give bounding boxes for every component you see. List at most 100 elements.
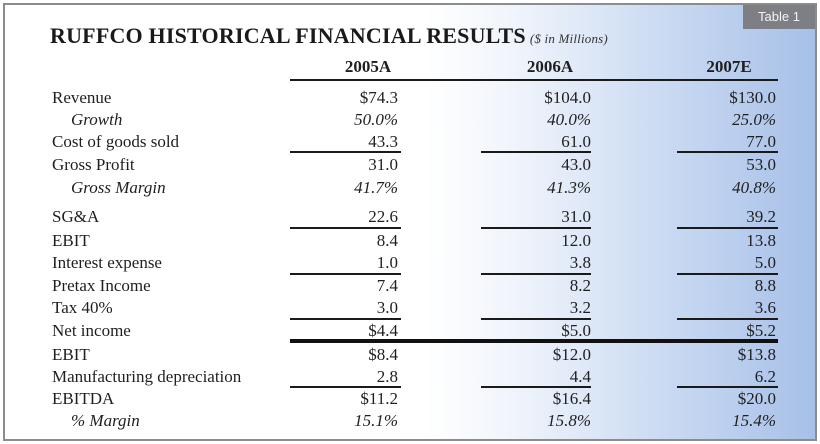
table-row: Gross Margin 41.7% 41.3% 40.8%: [5, 177, 815, 199]
cell-2007e: 3.6: [754, 298, 776, 317]
row-label: Gross Margin: [71, 178, 166, 197]
cell-2005a: $11.2: [360, 389, 398, 408]
subtotal-rule: [290, 227, 401, 229]
subtotal-rule: [481, 151, 591, 153]
table-row: Growth 50.0% 40.0% 25.0%: [5, 109, 815, 131]
table-row: Gross Profit 31.0 43.0 53.0: [5, 154, 815, 176]
cell-2005a: 3.0: [376, 298, 398, 317]
table-row: Pretax Income 7.4 8.2 8.8: [5, 275, 815, 297]
cell-2007e: $130.0: [729, 88, 776, 107]
row-label: SG&A: [52, 207, 100, 226]
cell-2005a: 2.8: [376, 367, 398, 386]
cell-2005a: 15.1%: [354, 411, 398, 430]
cell-2007e: 8.8: [754, 276, 776, 295]
subtotal-rule: [481, 318, 591, 320]
table-row: Manufacturing depreciation 2.8 4.4 6.2: [5, 366, 815, 388]
table-row: Revenue $74.3 $104.0 $130.0: [5, 87, 815, 109]
subtotal-rule: [481, 227, 591, 229]
table-row: SG&A 22.6 31.0 39.2: [5, 206, 815, 228]
cell-2007e: $5.2: [746, 321, 776, 340]
row-label: EBITDA: [52, 389, 115, 408]
cell-2006a: 3.2: [569, 298, 591, 317]
table-tag: Table 1: [743, 5, 815, 29]
section-divider: [290, 339, 778, 343]
cell-2005a: 31.0: [368, 155, 398, 174]
table-row: Tax 40% 3.0 3.2 3.6: [5, 297, 815, 319]
cell-2005a: 1.0: [376, 253, 398, 272]
subtotal-rule: [290, 151, 401, 153]
row-label: EBIT: [52, 345, 90, 364]
row-label: Cost of goods sold: [52, 132, 180, 151]
row-label: Net income: [52, 321, 131, 340]
subtotal-rule: [481, 273, 591, 275]
cell-2006a: 4.4: [569, 367, 591, 386]
cell-2006a: $12.0: [552, 345, 591, 364]
table-row: % Margin 15.1% 15.8% 15.4%: [5, 410, 815, 432]
cell-2007e: $20.0: [737, 389, 776, 408]
table-row: EBIT 8.4 12.0 13.8: [5, 230, 815, 252]
row-label: Interest expense: [52, 253, 162, 272]
subtotal-rule: [677, 386, 778, 388]
cell-2007e: 40.8%: [732, 178, 776, 197]
cell-2007e: 13.8: [746, 231, 776, 250]
cell-2007e: 6.2: [754, 367, 776, 386]
cell-2006a: 43.0: [561, 155, 591, 174]
cell-2006a: 15.8%: [547, 411, 591, 430]
subtotal-rule: [677, 151, 778, 153]
row-label: % Margin: [71, 411, 140, 430]
cell-2005a: 43.3: [368, 132, 398, 151]
row-label: Growth: [71, 110, 123, 129]
cell-2006a: 31.0: [561, 207, 591, 226]
subtotal-rule: [290, 318, 401, 320]
cell-2006a: 40.0%: [547, 110, 591, 129]
cell-2007e: 5.0: [754, 253, 776, 272]
row-label: Revenue: [52, 88, 112, 107]
header-rule: [290, 79, 778, 81]
subtotal-rule: [290, 386, 401, 388]
title-unit: ($ in Millions): [529, 31, 608, 46]
table-row: Net income $4.4 $5.0 $5.2: [5, 320, 815, 342]
subtotal-rule: [481, 386, 591, 388]
subtotal-rule: [677, 273, 778, 275]
table-row: Cost of goods sold 43.3 61.0 77.0: [5, 131, 815, 153]
cell-2005a: 41.7%: [354, 178, 398, 197]
row-label: Tax 40%: [52, 298, 113, 317]
cell-2005a: 22.6: [368, 207, 398, 226]
subtotal-rule: [677, 318, 778, 320]
cell-2006a: 41.3%: [547, 178, 591, 197]
cell-2006a: $16.4: [552, 389, 591, 408]
table-row: EBIT $8.4 $12.0 $13.8: [5, 344, 815, 366]
row-label: Manufacturing depreciation: [52, 367, 242, 386]
table-row: Interest expense 1.0 3.8 5.0: [5, 252, 815, 274]
table-row: EBITDA $11.2 $16.4 $20.0: [5, 388, 815, 410]
cell-2006a: $104.0: [544, 88, 591, 107]
row-label: Gross Profit: [52, 155, 135, 174]
cell-2005a: 8.4: [376, 231, 398, 250]
cell-2006a: 12.0: [561, 231, 591, 250]
column-header-2005a: 2005A: [344, 57, 392, 76]
subtotal-rule: [677, 227, 778, 229]
cell-2007e: 77.0: [746, 132, 776, 151]
subtotal-rule: [290, 273, 401, 275]
cell-2005a: $4.4: [368, 321, 398, 340]
cell-2006a: 3.8: [569, 253, 591, 272]
cell-2005a: 7.4: [376, 276, 398, 295]
cell-2006a: 8.2: [569, 276, 591, 295]
cell-2007e: 25.0%: [732, 110, 776, 129]
row-label: EBIT: [52, 231, 90, 250]
title-text: RUFFCO HISTORICAL FINANCIAL RESULTS: [50, 23, 526, 48]
cell-2007e: $13.8: [737, 345, 776, 364]
cell-2005a: $74.3: [359, 88, 398, 107]
table-frame: Table 1 RUFFCO HISTORICAL FINANCIAL RESU…: [3, 3, 817, 441]
cell-2005a: $8.4: [368, 345, 398, 364]
column-header-2006a: 2006A: [526, 57, 574, 76]
table-title: RUFFCO HISTORICAL FINANCIAL RESULTS ($ in…: [50, 23, 608, 49]
cell-2006a: $5.0: [561, 321, 591, 340]
row-label: Pretax Income: [52, 276, 151, 295]
cell-2006a: 61.0: [561, 132, 591, 151]
cell-2007e: 15.4%: [732, 411, 776, 430]
cell-2007e: 53.0: [746, 155, 776, 174]
cell-2005a: 50.0%: [354, 110, 398, 129]
cell-2007e: 39.2: [746, 207, 776, 226]
column-header-2007e: 2007E: [706, 57, 752, 76]
